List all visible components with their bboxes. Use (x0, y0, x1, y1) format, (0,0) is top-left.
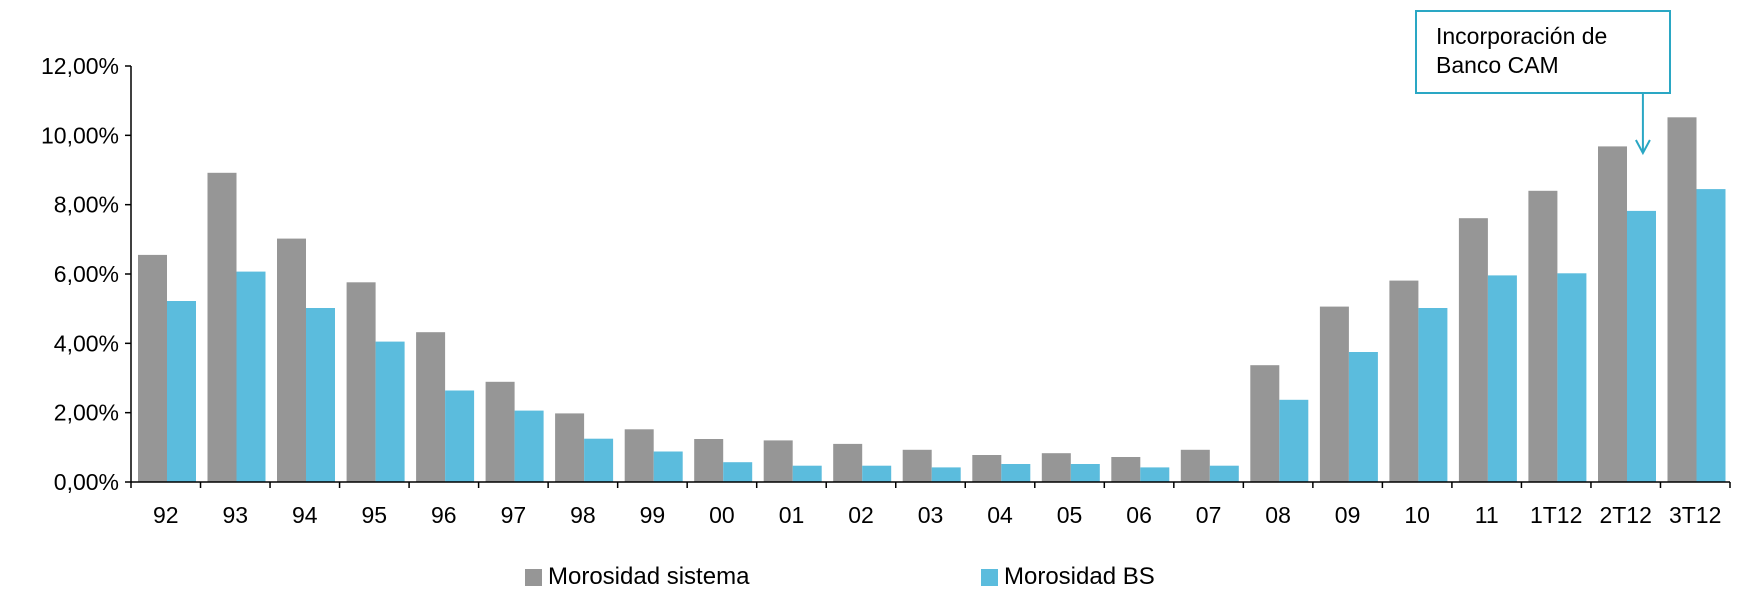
legend-label-bs: Morosidad BS (1004, 563, 1155, 590)
bar-bs-08 (1279, 399, 1309, 482)
axes-layer: 0,00% 2,00% 4,00% 6,00% 8,00% 10,00% 12,00% 92 9… (41, 53, 1731, 528)
bar-sistema-93 (207, 172, 237, 483)
x-tick-label: 93 (223, 502, 249, 528)
bar-sistema-2T12 (1598, 146, 1627, 482)
bar-bs-98 (584, 438, 614, 482)
bar-chart: 0,00% 2,00% 4,00% 6,00% 8,00% 10,00% 12,00% 92 9… (41, 53, 1731, 528)
x-tick-label: 3T12 (1669, 502, 1721, 528)
x-tick-label: 01 (779, 502, 805, 528)
bar-bs-07 (1209, 465, 1239, 482)
bar-bs-96 (445, 390, 475, 482)
annotation-line-2: Banco CAM (1436, 52, 1559, 78)
bar-bs-10 (1418, 308, 1448, 482)
legend-swatch-sistema (525, 568, 542, 586)
annotation-arrow-head (1635, 139, 1651, 156)
bar-sistema-3T12 (1667, 117, 1697, 483)
legend-item-morosidad-bs: Morosidad BS (981, 563, 1155, 591)
bar-bs-3T12 (1696, 189, 1726, 482)
bar-sistema-99 (624, 429, 654, 482)
x-tick-label: 11 (1475, 502, 1499, 528)
bar-bs-04 (1001, 464, 1031, 482)
x-tick-label: 94 (292, 502, 318, 528)
bar-sistema-98 (555, 413, 585, 482)
bar-sistema-94 (277, 238, 306, 482)
bar-bs-00 (723, 462, 753, 482)
y-tick-label: 6,00% (54, 261, 119, 287)
y-tick-label: 12,00% (41, 53, 119, 79)
bar-sistema-02 (833, 443, 863, 482)
bar-bs-93 (236, 271, 266, 482)
bar-sistema-08 (1250, 365, 1280, 482)
legend-item-morosidad-sistema: Morosidad sistema (525, 563, 749, 591)
y-tick-label: 4,00% (54, 330, 119, 356)
bar-bs-94 (306, 308, 335, 482)
bar-bs-1T12 (1557, 273, 1587, 482)
x-tick-label: 1T12 (1530, 502, 1582, 528)
annotation-callout: Incorporación de Banco CAM (1415, 10, 1671, 94)
x-tick-label: 07 (1196, 502, 1222, 528)
bar-sistema-09 (1319, 306, 1349, 482)
bar-bs-05 (1070, 464, 1100, 482)
bar-bs-11 (1487, 275, 1517, 482)
bar-bs-09 (1348, 352, 1378, 482)
bar-sistema-96 (416, 332, 446, 482)
bar-bs-95 (375, 341, 405, 482)
bar-bs-99 (653, 451, 683, 482)
bar-sistema-11 (1458, 218, 1488, 482)
bar-sistema-03 (902, 449, 932, 482)
x-tick-label: 95 (362, 502, 388, 528)
x-tick-label: 98 (570, 502, 596, 528)
y-tick-label: 2,00% (54, 400, 119, 426)
legend-label-sistema: Morosidad sistema (548, 563, 750, 590)
bar-sistema-1T12 (1528, 190, 1558, 483)
bar-sistema-97 (485, 381, 515, 482)
bar-sistema-92 (138, 254, 167, 482)
x-tick-label: 10 (1404, 502, 1430, 528)
bar-sistema-00 (694, 439, 724, 482)
x-tick-label: 2T12 (1599, 502, 1651, 528)
legend-swatch-bs (981, 568, 998, 586)
x-tick-label: 99 (640, 502, 666, 528)
bar-sistema-95 (346, 282, 376, 482)
y-tick-label: 10,00% (41, 122, 119, 148)
bar-sistema-07 (1180, 449, 1210, 482)
bar-bs-06 (1140, 467, 1170, 482)
bar-sistema-01 (763, 440, 793, 482)
bar-sistema-10 (1389, 280, 1419, 482)
x-tick-label: 08 (1265, 502, 1291, 528)
bar-sistema-05 (1041, 453, 1071, 482)
bar-sistema-04 (972, 455, 1002, 482)
bar-bs-01 (792, 465, 822, 482)
bar-bs-97 (514, 410, 544, 482)
x-tick-label: 09 (1335, 502, 1361, 528)
bar-bs-03 (931, 467, 961, 482)
x-tick-label: 00 (709, 502, 735, 528)
x-tick-label: 97 (501, 502, 527, 528)
y-tick-label: 0,00% (54, 469, 119, 495)
x-tick-label: 96 (431, 502, 457, 528)
annotation-line-1: Incorporación de (1436, 23, 1608, 49)
x-tick-label: 06 (1126, 502, 1152, 528)
bar-bs-02 (862, 465, 892, 482)
x-tick-label: 05 (1057, 502, 1083, 528)
x-tick-label: 02 (848, 502, 874, 528)
x-tick-label: 92 (153, 502, 179, 528)
x-tick-label: 04 (987, 502, 1013, 528)
annotation-arrow (1635, 94, 1651, 156)
y-tick-label: 8,00% (54, 192, 119, 218)
x-tick-label: 03 (918, 502, 944, 528)
bars-layer (138, 117, 1726, 483)
bar-sistema-06 (1111, 457, 1141, 482)
bar-bs-2T12 (1627, 210, 1656, 482)
legend: Morosidad sistema Morosidad BS (0, 563, 1745, 592)
bar-bs-92 (167, 301, 196, 482)
